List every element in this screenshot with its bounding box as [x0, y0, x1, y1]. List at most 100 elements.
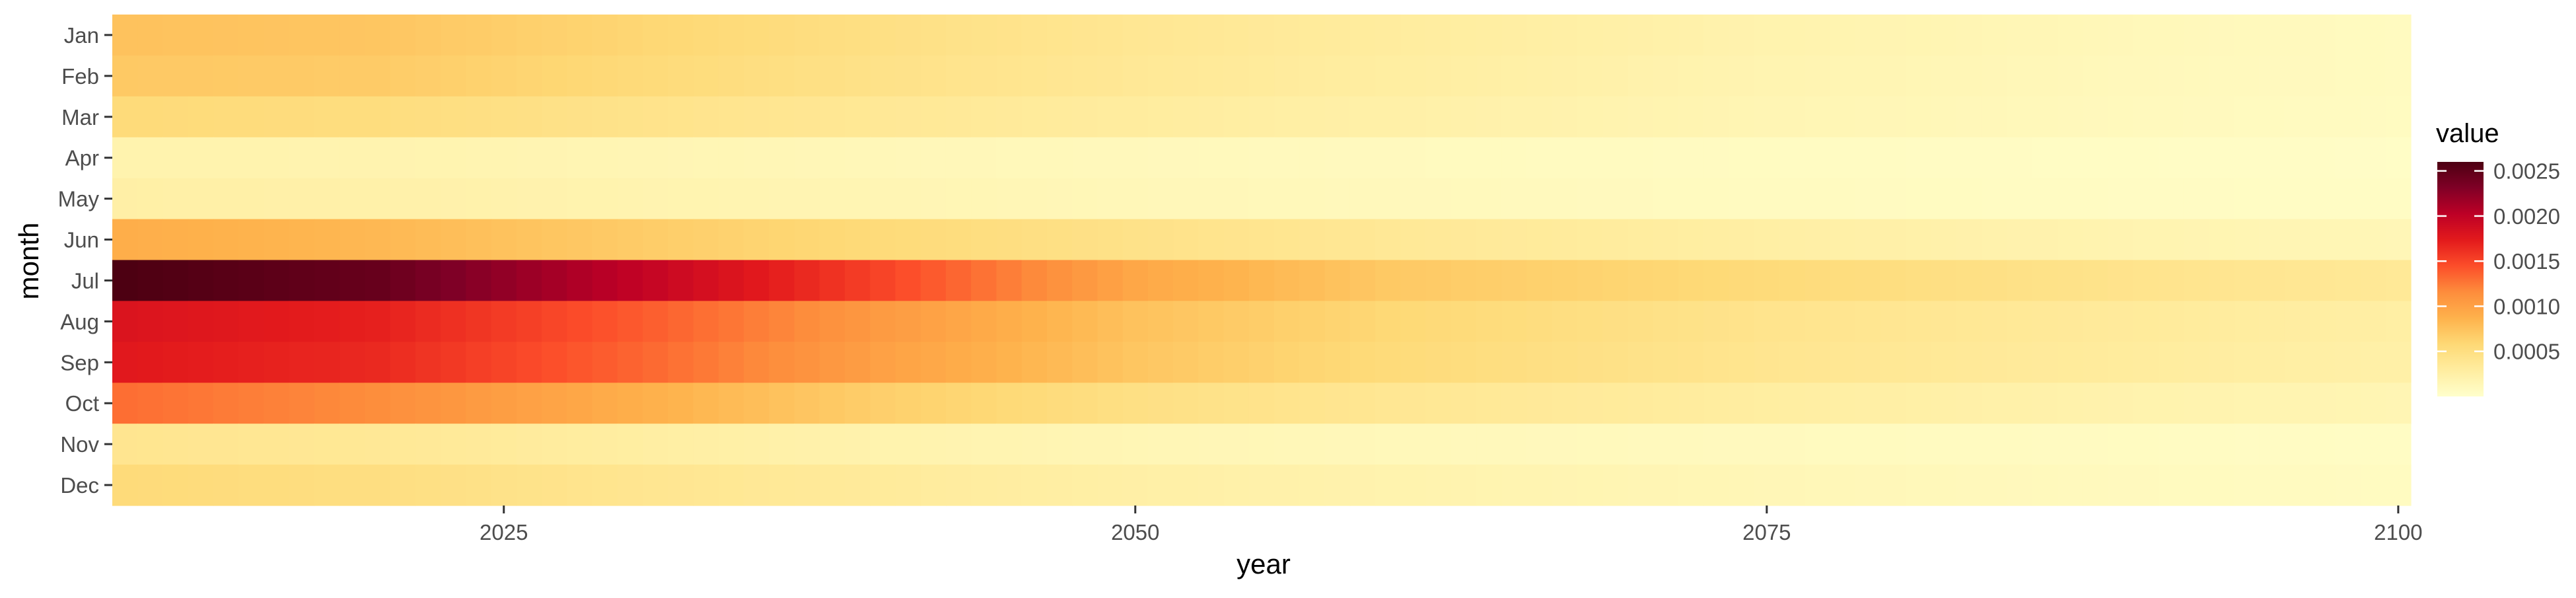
heatmap-cell: [1552, 55, 1578, 97]
heatmap-cell: [415, 301, 441, 342]
heatmap-cell: [1628, 137, 1654, 179]
heatmap-cell: [542, 219, 567, 261]
heatmap-cell: [1147, 342, 1174, 383]
heatmap-cell: [895, 465, 921, 506]
heatmap-cell: [2108, 383, 2133, 424]
heatmap-cell: [2158, 465, 2184, 506]
heatmap-cell: [2335, 301, 2361, 342]
heatmap-cell: [2385, 260, 2412, 302]
heatmap-cell: [390, 219, 416, 261]
heatmap-cell: [2082, 15, 2108, 56]
heatmap-cell: [1248, 219, 1275, 261]
heatmap-cell: [1906, 465, 1931, 506]
heatmap-cell: [2183, 15, 2209, 56]
heatmap-cell: [1931, 301, 1957, 342]
heatmap-cell: [2335, 96, 2361, 138]
heatmap-cell: [1349, 137, 1376, 179]
heatmap-cell: [213, 15, 239, 56]
heatmap-cell: [1830, 424, 1856, 465]
heatmap-cell: [744, 301, 769, 342]
heatmap-cell: [1602, 15, 1629, 56]
heatmap-cell: [1274, 137, 1300, 179]
heatmap-cell: [668, 383, 694, 424]
heatmap-cell: [1880, 465, 1906, 506]
heatmap-cell: [112, 260, 138, 302]
heatmap-cell: [1779, 55, 1805, 97]
legend-tick-label: 0.0025: [2493, 159, 2560, 184]
heatmap-cell: [1981, 465, 2007, 506]
heatmap-cell: [1450, 383, 1477, 424]
heatmap-cell: [2108, 96, 2133, 138]
heatmap-cell: [744, 219, 769, 261]
heatmap-cell: [2234, 301, 2260, 342]
heatmap-cell: [1703, 301, 1730, 342]
heatmap-cell: [188, 342, 214, 383]
heatmap-cell: [819, 424, 845, 465]
heatmap-cell: [1274, 96, 1300, 138]
heatmap-cell: [945, 15, 972, 56]
heatmap-cell: [1021, 424, 1048, 465]
heatmap-cell: [2360, 15, 2386, 56]
heatmap-cell: [466, 342, 492, 383]
heatmap-cell: [1324, 424, 1351, 465]
heatmap-cell: [1173, 260, 1199, 302]
heatmap-cell: [1906, 260, 1931, 302]
heatmap-cell: [2385, 96, 2412, 138]
heatmap-cell: [920, 383, 947, 424]
heatmap-cell: [2234, 178, 2260, 220]
heatmap-cell: [2108, 219, 2133, 261]
heatmap-cell: [1450, 424, 1477, 465]
heatmap-cell: [1274, 219, 1300, 261]
heatmap-cell: [1476, 178, 1502, 220]
heatmap-cell: [1375, 383, 1401, 424]
heatmap-cell: [2133, 137, 2159, 179]
heatmap-cell: [2284, 178, 2310, 220]
legend-tick-label: 0.0020: [2493, 204, 2560, 229]
y-tick-label: May: [58, 187, 100, 211]
heatmap-cell: [466, 137, 492, 179]
heatmap-cell: [1602, 301, 1629, 342]
heatmap-cell: [1906, 137, 1931, 179]
heatmap-cell: [2032, 137, 2058, 179]
heatmap-cell: [2158, 178, 2184, 220]
heatmap-cell: [617, 96, 643, 138]
heatmap-cell: [1830, 219, 1856, 261]
heatmap-cell: [1072, 137, 1098, 179]
heatmap-cell: [2209, 178, 2235, 220]
heatmap-cell: [1198, 137, 1225, 179]
heatmap-cell: [314, 342, 340, 383]
heatmap-cell: [895, 178, 921, 220]
heatmap-cell: [289, 137, 315, 179]
heatmap-cell: [971, 55, 997, 97]
heatmap-cell: [1274, 465, 1300, 506]
heatmap-cell: [2284, 219, 2310, 261]
heatmap-cell: [1299, 301, 1326, 342]
heatmap-cell: [592, 342, 618, 383]
heatmap-cell: [1526, 301, 1553, 342]
heatmap-cell: [1122, 424, 1149, 465]
heatmap-cell: [920, 55, 947, 97]
heatmap-cell: [390, 260, 416, 302]
heatmap-cell: [1122, 301, 1149, 342]
heatmap-cell: [1703, 465, 1730, 506]
heatmap-cell: [1501, 219, 1528, 261]
heatmap-cell: [1501, 55, 1528, 97]
heatmap-cell: [769, 15, 795, 56]
heatmap-cell: [2108, 342, 2133, 383]
heatmap-cell: [162, 219, 189, 261]
heatmap-cell: [1021, 178, 1048, 220]
heatmap-cell: [441, 178, 466, 220]
heatmap-cell: [1754, 178, 1780, 220]
heatmap-cell: [1880, 96, 1906, 138]
heatmap-cell: [314, 178, 340, 220]
heatmap-cell: [668, 15, 694, 56]
heatmap-cell: [920, 96, 947, 138]
heatmap-cell: [2057, 219, 2083, 261]
heatmap-cell: [1248, 15, 1275, 56]
heatmap-cell: [1729, 178, 1755, 220]
heatmap-cell: [365, 55, 391, 97]
heatmap-cell: [592, 178, 618, 220]
heatmap-cell: [162, 178, 189, 220]
heatmap-cell: [1628, 260, 1654, 302]
heatmap-cell: [491, 465, 517, 506]
